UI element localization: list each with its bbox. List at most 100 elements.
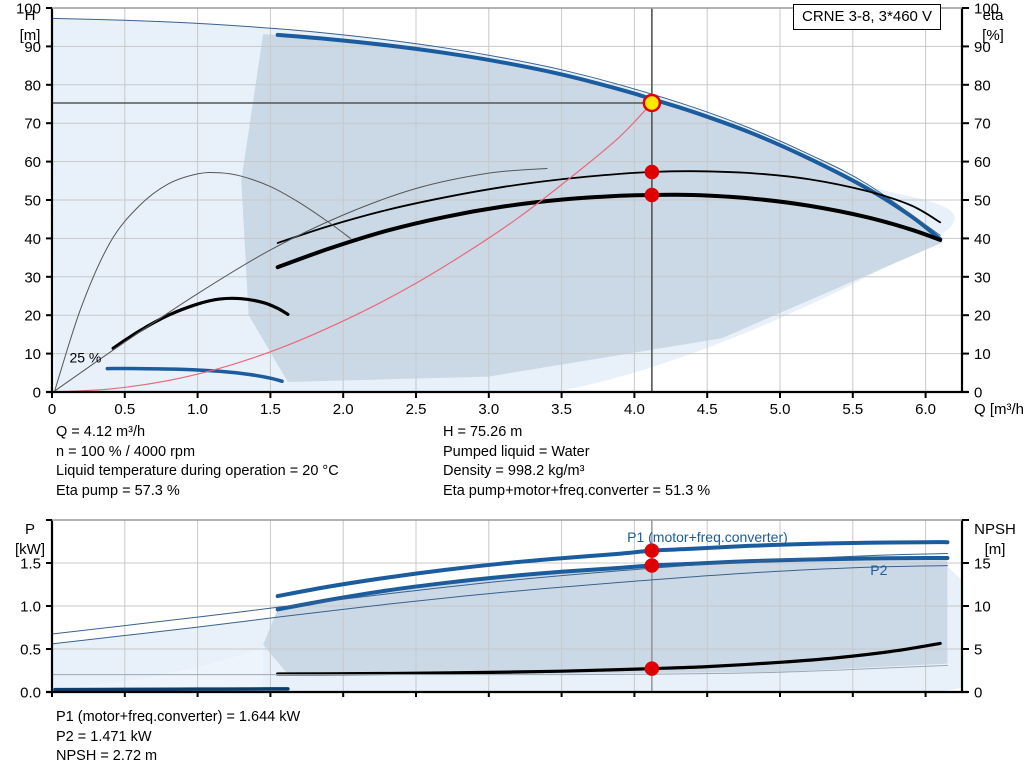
tick-label-left: 80 (24, 77, 41, 94)
tick-label-right: 90 (974, 39, 991, 56)
tick-label-bottom: 4.5 (697, 401, 718, 418)
info-eta-total: Eta pump+motor+freq.converter = 51.3 % (443, 482, 711, 499)
power-annotation-0: P1 (motor+freq.converter) (627, 529, 788, 545)
duty-point-head (642, 93, 662, 113)
power-band-minspeed (54, 647, 264, 691)
head-efficiency-svg: 100 % 25 % 0 10 20 30 40 50 60 70 80 90 100 0 10 20 30 40… (16, 0, 1024, 419)
tick-label-left: 70 (24, 116, 41, 133)
tick-label-right: 40 (974, 231, 991, 248)
info-npsh: NPSH = 2.72 m (56, 748, 158, 764)
tick-label-bottom: 0 (48, 401, 56, 418)
tick-label-right: 50 (974, 193, 991, 210)
speed-annotation-1: 25 % (69, 349, 101, 365)
tick-label-right: 0 (974, 685, 982, 702)
tick-label-right: 0 (974, 385, 982, 402)
tick-label-right: 30 (974, 269, 991, 286)
tick-label-left: 30 (24, 269, 41, 286)
tick-label-left: 100 (16, 1, 41, 18)
tick-label-left: 1.5 (20, 556, 41, 573)
tick-label-bottom: 5.5 (842, 401, 863, 418)
axis-unit-h: [m] (20, 27, 41, 44)
axis-title-eta: eta (983, 7, 1005, 24)
tick-label-left: 60 (24, 154, 41, 171)
tick-label-right: 15 (974, 556, 991, 573)
tick-label-bottom: 2.5 (406, 401, 427, 418)
curve-npsh (276, 641, 942, 676)
info-pumped-liquid: Pumped liquid = Water (443, 443, 590, 460)
tick-label-left: 50 (24, 193, 41, 210)
tick-label-bottom: 6.0 (915, 401, 936, 418)
duty-point-eta-pump (644, 164, 660, 180)
tick-label-left: 0 (33, 385, 41, 402)
info-p1: P1 (motor+freq.converter) = 1.644 kW (56, 709, 301, 725)
curve-eta-pump (276, 170, 942, 244)
tick-label-right: 80 (974, 77, 991, 94)
tick-label-bottom: 3.0 (478, 401, 499, 418)
axis-title-q: Q [m³/h] (974, 401, 1024, 418)
tick-label-bottom: 1.5 (260, 401, 281, 418)
tick-label-right: 100 (974, 1, 999, 18)
tick-label-right: 70 (974, 116, 991, 133)
speed-annotation-0: 100 % (142, 0, 182, 10)
duty-info-right: H = 75.26 m Pumped liquid = Water Densit… (443, 423, 710, 501)
info-eta-pump: Eta pump = 57.3 % (56, 482, 180, 499)
curve-npsh-envelope (52, 664, 948, 676)
curve-p2 (275, 555, 950, 612)
power-npsh-chart: P1 (motor+freq.converter) P2 0.0 0.5 1.0 1.5 0… (0, 512, 1024, 712)
duty-point-npsh (644, 661, 660, 676)
curve-h-curve-max-envelope (52, 17, 941, 236)
operating-band (241, 34, 944, 382)
axis-unit-eta: [%] (982, 27, 1004, 44)
duty-info-left: Q = 4.12 m³/h n = 100 % / 4000 rpm Liqui… (56, 423, 339, 501)
tick-label-left: 90 (24, 39, 41, 56)
duty-point-p2 (644, 558, 660, 573)
axis-title-p: P (25, 521, 35, 538)
power-info: P1 (motor+freq.converter) = 1.644 kW P2 … (56, 708, 300, 767)
curve-p1-motor-freq-converter (275, 540, 950, 599)
info-q: Q = 4.12 m³/h (56, 424, 146, 440)
tick-label-left: 0.5 (20, 642, 41, 659)
axis-unit-npsh: [m] (985, 541, 1006, 558)
info-p2: P2 = 1.471 kW (56, 728, 152, 745)
power-npsh-svg: P1 (motor+freq.converter) P2 0.0 0.5 1.0 1.5 0… (15, 519, 1016, 702)
tick-label-bottom: 5.0 (770, 401, 791, 418)
info-n: n = 100 % / 4000 rpm (56, 443, 196, 460)
pump-title-box: CRNE 3-8, 3*460 V (793, 4, 942, 30)
curve-p-25-min-speed (53, 687, 290, 692)
tick-label-right: 10 (974, 599, 991, 616)
tick-label-left: 10 (24, 346, 41, 363)
axis-title-h: H (25, 7, 36, 24)
curve-eta-pump-25-min-speed (54, 171, 351, 391)
duty-point-p1 (644, 543, 660, 558)
tick-label-right: 60 (974, 154, 991, 171)
power-band (263, 558, 948, 675)
tick-label-left: 40 (24, 231, 41, 248)
duty-point-eta-total (644, 187, 660, 203)
head-efficiency-chart: 100 % 25 % 0 10 20 30 40 50 60 70 80 90 100 0 10 20 30 40… (16, 0, 1024, 419)
curve-system-curve (52, 102, 653, 392)
info-liquid-temp: Liquid temperature during operation = 20… (56, 463, 339, 479)
tick-label-bottom: 1.0 (187, 401, 208, 418)
info-h: H = 75.26 m (443, 424, 523, 440)
pump-title: CRNE 3-8, 3*460 V (802, 8, 933, 25)
axis-unit-p: [kW] (15, 541, 45, 558)
axis-title-npsh: NPSH (974, 521, 1016, 538)
tick-label-bottom: 0.5 (114, 401, 135, 418)
tick-label-right: 10 (974, 346, 991, 363)
curve-envelope-lower-thin (54, 168, 548, 392)
tick-label-left: 0.0 (20, 685, 41, 702)
curve-p1-envelope-thin (52, 553, 948, 635)
info-density: Density = 998.2 kg/m³ (443, 463, 585, 479)
tick-label-bottom: 4.0 (624, 401, 645, 418)
tick-label-bottom: 3.5 (551, 401, 572, 418)
tick-label-right: 5 (974, 642, 982, 659)
tick-label-right: 20 (974, 308, 991, 325)
curve-p2-envelope-thin (52, 565, 948, 645)
curve-h-curve-100 (275, 32, 943, 242)
power-annotation-1: P2 (870, 562, 887, 578)
tick-label-left: 1.0 (20, 599, 41, 616)
curve-h-curve-25 (105, 366, 284, 383)
tick-label-bottom: 2.0 (333, 401, 354, 418)
tick-label-left: 20 (24, 308, 41, 325)
